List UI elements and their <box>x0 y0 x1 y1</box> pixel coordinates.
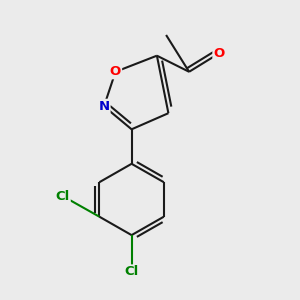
Text: N: N <box>98 100 110 113</box>
Text: O: O <box>213 47 225 60</box>
Text: O: O <box>110 65 121 78</box>
Text: Cl: Cl <box>124 266 139 278</box>
Text: Cl: Cl <box>56 190 70 202</box>
